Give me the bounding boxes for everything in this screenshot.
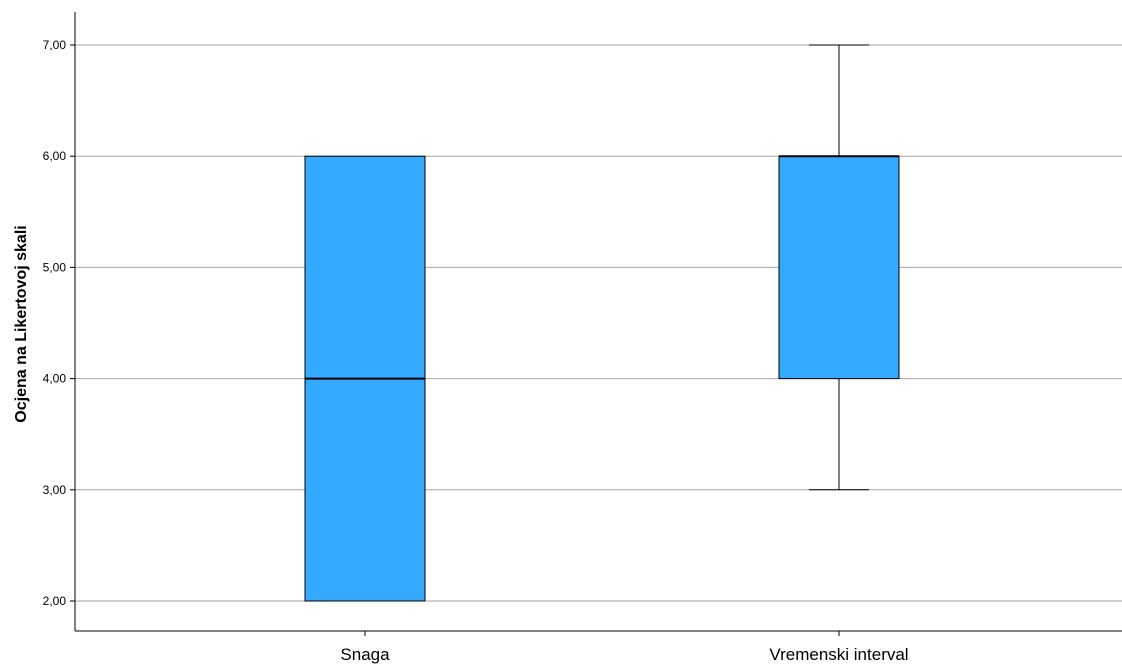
gridlines — [75, 44, 1122, 602]
x-category-label: Snaga — [340, 645, 390, 664]
box-snaga — [304, 155, 426, 602]
y-tick-labels: 2,00 3,00 4,00 5,00 6,00 7,00 — [43, 38, 75, 608]
box-vremenski-interval — [778, 44, 900, 491]
x-category-labels: Snaga Vremenski interval — [340, 631, 909, 664]
y-tick-label: 4,00 — [43, 372, 67, 386]
y-tick-label: 2,00 — [43, 594, 67, 608]
axes — [74, 12, 1122, 632]
y-tick-label: 7,00 — [43, 38, 67, 52]
x-category-label: Vremenski interval — [769, 645, 908, 664]
y-tick-label: 6,00 — [43, 149, 67, 163]
y-tick-label: 5,00 — [43, 260, 67, 274]
box-iqr — [778, 155, 900, 380]
box-plot-series — [304, 44, 900, 602]
y-tick-label: 3,00 — [43, 483, 67, 497]
y-axis-label: Ocjena na Likertovoj skali — [13, 225, 30, 422]
